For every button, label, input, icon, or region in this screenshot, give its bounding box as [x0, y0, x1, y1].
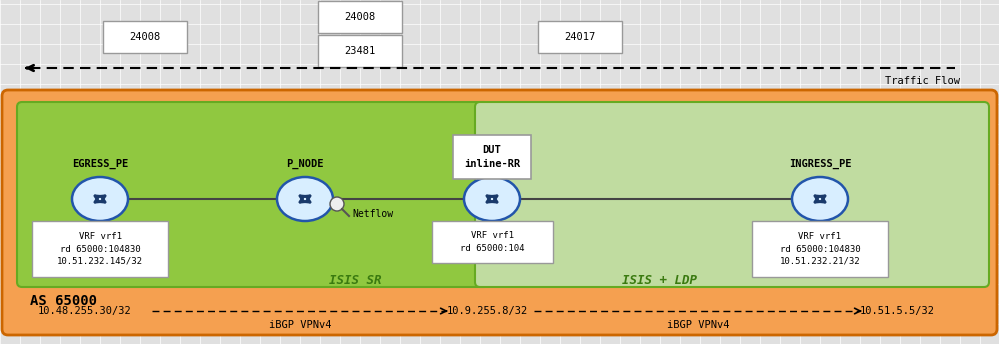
Text: VRF vrf1
rd 65000:104830
10.51.232.21/32: VRF vrf1 rd 65000:104830 10.51.232.21/32: [779, 232, 860, 266]
FancyBboxPatch shape: [752, 221, 888, 277]
Text: 24008: 24008: [130, 32, 161, 42]
Text: ISIS SR: ISIS SR: [329, 274, 382, 287]
Ellipse shape: [464, 177, 520, 221]
FancyBboxPatch shape: [318, 35, 402, 67]
Text: VRF vrf1
rd 65000:104830
10.51.232.145/32: VRF vrf1 rd 65000:104830 10.51.232.145/3…: [57, 232, 143, 266]
Text: EGRESS_PE: EGRESS_PE: [72, 159, 128, 169]
Text: VRF vrf1
rd 65000:104: VRF vrf1 rd 65000:104: [460, 231, 524, 253]
Ellipse shape: [72, 177, 128, 221]
Text: 10.51.5.5/32: 10.51.5.5/32: [859, 306, 934, 316]
FancyBboxPatch shape: [17, 102, 489, 287]
FancyBboxPatch shape: [538, 21, 622, 53]
Circle shape: [330, 197, 344, 211]
Text: iBGP VPNv4: iBGP VPNv4: [269, 320, 332, 330]
Text: 23481: 23481: [345, 46, 376, 56]
Text: iBGP VPNv4: iBGP VPNv4: [666, 320, 729, 330]
Text: Netflow: Netflow: [352, 209, 394, 219]
FancyBboxPatch shape: [432, 221, 552, 263]
FancyBboxPatch shape: [318, 1, 402, 33]
Ellipse shape: [792, 177, 848, 221]
FancyBboxPatch shape: [475, 102, 989, 287]
Text: 24008: 24008: [345, 12, 376, 22]
Text: AS 65000: AS 65000: [30, 294, 97, 308]
Text: 10.9.255.8/32: 10.9.255.8/32: [447, 306, 527, 316]
FancyBboxPatch shape: [2, 90, 997, 335]
FancyBboxPatch shape: [103, 21, 187, 53]
Text: 10.48.255.30/32: 10.48.255.30/32: [38, 306, 132, 316]
Text: 24017: 24017: [564, 32, 595, 42]
Text: DUT
inline-RR: DUT inline-RR: [464, 145, 520, 169]
Ellipse shape: [277, 177, 333, 221]
FancyBboxPatch shape: [32, 221, 168, 277]
FancyBboxPatch shape: [453, 135, 531, 179]
Text: Traffic Flow: Traffic Flow: [885, 76, 960, 86]
Text: INGRESS_PE: INGRESS_PE: [789, 159, 851, 169]
Text: P_NODE: P_NODE: [287, 159, 324, 169]
Text: ISIS + LDP: ISIS + LDP: [622, 274, 697, 287]
